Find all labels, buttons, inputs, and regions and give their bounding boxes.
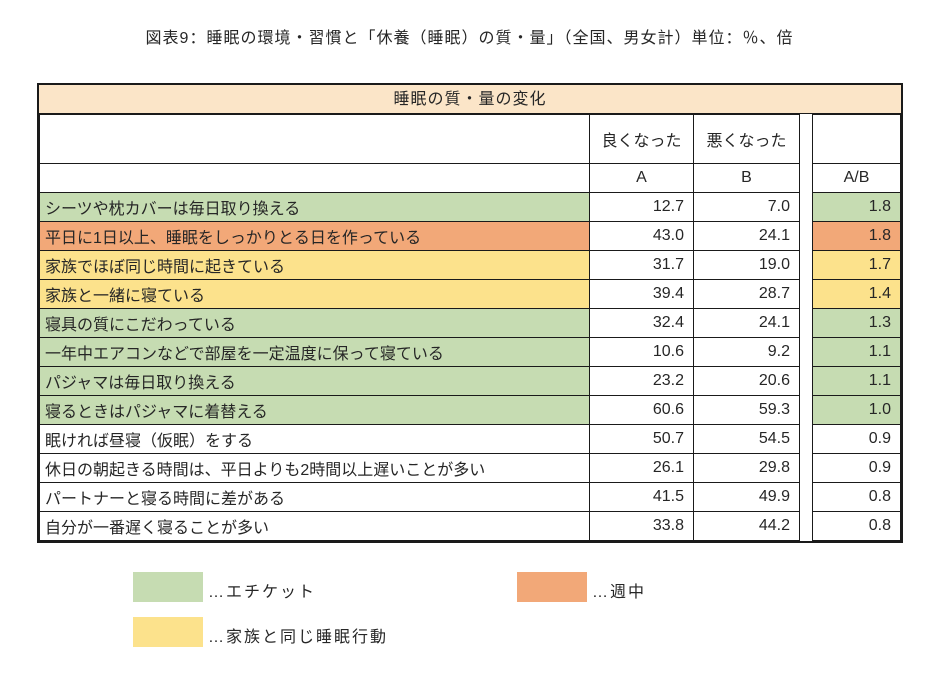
ratio-value-cell: 1.8 <box>812 192 901 222</box>
table-row: パートナーと寝る時間に差がある 41.5 49.9 <box>39 482 800 512</box>
table-row: 家族でほぼ同じ時間に起きている 31.7 19.0 <box>39 250 800 280</box>
value-a-cell: 33.8 <box>589 511 694 541</box>
main-table-body: シーツや枕カバーは毎日取り換える 12.7 7.0 平日に1日以上、睡眠をしっかりとる… <box>39 192 800 541</box>
row-label-cell: 家族と一緒に寝ている <box>39 279 590 309</box>
table-row: 寝具の質にこだわっている 32.4 24.1 <box>39 308 800 338</box>
value-a-cell: 32.4 <box>589 308 694 338</box>
value-b-cell: 24.1 <box>693 221 800 251</box>
value-a-cell: 60.6 <box>589 395 694 425</box>
legend-label-green: …エチケット <box>208 584 317 601</box>
row-label-cell: 家族でほぼ同じ時間に起きている <box>39 250 590 280</box>
header-row-names: 良くなった 悪くなった <box>39 114 800 164</box>
row-label-cell: 寝具の質にこだわっている <box>39 308 590 338</box>
blank-cell <box>39 163 590 193</box>
value-b-cell: 20.6 <box>693 366 800 396</box>
ratio-table-body: 1.8 1.8 1.7 1.4 1.3 1.1 1.1 1.0 0.9 0.9 0.8 0.8 <box>812 192 901 541</box>
row-label-cell: 寝るときはパジャマに着替える <box>39 395 590 425</box>
ratio-value-cell: 1.1 <box>812 366 901 396</box>
table-row: パジャマは毎日取り換える 23.2 20.6 <box>39 366 800 396</box>
row-label-cell: 休日の朝起きる時間は、平日よりも2時間以上遅いことが多い <box>39 453 590 483</box>
table-row: 一年中エアコンなどで部屋を一定温度に保って寝ている 10.6 9.2 <box>39 337 800 367</box>
value-a-cell: 12.7 <box>589 192 694 222</box>
ratio-row: 1.7 <box>812 250 901 280</box>
row-label-cell: 一年中エアコンなどで部屋を一定温度に保って寝ている <box>39 337 590 367</box>
ratio-row: 1.4 <box>812 279 901 309</box>
table-row: 平日に1日以上、睡眠をしっかりとる日を作っている 43.0 24.1 <box>39 221 800 251</box>
legend-swatch-green <box>133 572 203 602</box>
ratio-value-cell: 1.7 <box>812 250 901 280</box>
row-label-cell: 平日に1日以上、睡眠をしっかりとる日を作っている <box>39 221 590 251</box>
blank-cell <box>39 114 590 164</box>
value-a-cell: 41.5 <box>589 482 694 512</box>
value-b-cell: 28.7 <box>693 279 800 309</box>
main-table: 良くなった 悪くなった A B シーツや枕カバーは毎日取り換える 12.7 7.0 平… <box>39 114 800 541</box>
ratio-row: 1.8 <box>812 192 901 222</box>
ratio-value-cell: 1.8 <box>812 221 901 251</box>
value-a-cell: 43.0 <box>589 221 694 251</box>
ratio-row: 0.9 <box>812 424 901 454</box>
value-b-cell: 44.2 <box>693 511 800 541</box>
legend-swatch-orange <box>517 572 587 602</box>
ratio-value-cell: 0.9 <box>812 453 901 483</box>
ratio-table: A/B 1.8 1.8 1.7 1.4 1.3 1.1 1.1 1.0 0.9 0.9 0.8 0.8 <box>812 114 901 541</box>
value-b-cell: 24.1 <box>693 308 800 338</box>
value-a-cell: 31.7 <box>589 250 694 280</box>
ratio-row: 1.3 <box>812 308 901 338</box>
value-a-cell: 39.4 <box>589 279 694 309</box>
column-header-b: B <box>693 163 800 193</box>
ratio-row: 1.0 <box>812 395 901 425</box>
column-header-ab: A/B <box>812 163 901 193</box>
ratio-row: 0.9 <box>812 453 901 483</box>
row-label-cell: シーツや枕カバーは毎日取り換える <box>39 192 590 222</box>
row-label-cell: 眠ければ昼寝（仮眠）をする <box>39 424 590 454</box>
ratio-value-cell: 1.4 <box>812 279 901 309</box>
legend-swatch-yellow <box>133 617 203 647</box>
value-a-cell: 10.6 <box>589 337 694 367</box>
value-a-cell: 50.7 <box>589 424 694 454</box>
ratio-value-cell: 1.0 <box>812 395 901 425</box>
figure-title: 図表9：睡眠の環境・習慣と「休養（睡眠）の質・量」（全国、男女計）単位：％、倍 <box>145 30 794 47</box>
table-row: 休日の朝起きる時間は、平日よりも2時間以上遅いことが多い 26.1 29.8 <box>39 453 800 483</box>
value-b-cell: 29.8 <box>693 453 800 483</box>
value-a-cell: 23.2 <box>589 366 694 396</box>
table-row: 寝るときはパジャマに着替える 60.6 59.3 <box>39 395 800 425</box>
ratio-row: 1.1 <box>812 366 901 396</box>
header-row-letters: A B <box>39 163 800 193</box>
ratio-row: 0.8 <box>812 482 901 512</box>
ratio-value-cell: 1.1 <box>812 337 901 367</box>
table-group-header: 睡眠の質・量の変化 <box>39 85 901 114</box>
ratio-value-cell: 0.9 <box>812 424 901 454</box>
data-table: 睡眠の質・量の変化 良くなった 悪くなった A B シーツや枕カバーは毎日取り換… <box>37 83 903 543</box>
table-row: 家族と一緒に寝ている 39.4 28.7 <box>39 279 800 309</box>
row-label-cell: 自分が一番遅く寝ることが多い <box>39 511 590 541</box>
value-b-cell: 7.0 <box>693 192 800 222</box>
column-header-better: 良くなった <box>589 114 694 164</box>
legend-label-yellow: …家族と同じ睡眠行動 <box>208 629 389 646</box>
column-header-worse: 悪くなった <box>693 114 800 164</box>
table-body-area: 良くなった 悪くなった A B シーツや枕カバーは毎日取り換える 12.7 7.0 平… <box>39 114 901 541</box>
value-a-cell: 26.1 <box>589 453 694 483</box>
value-b-cell: 54.5 <box>693 424 800 454</box>
value-b-cell: 9.2 <box>693 337 800 367</box>
value-b-cell: 19.0 <box>693 250 800 280</box>
ratio-row: 0.8 <box>812 511 901 541</box>
blank-cell <box>812 114 901 164</box>
column-header-a: A <box>589 163 694 193</box>
ratio-value-cell: 0.8 <box>812 511 901 541</box>
table-row: シーツや枕カバーは毎日取り換える 12.7 7.0 <box>39 192 800 222</box>
value-b-cell: 59.3 <box>693 395 800 425</box>
ratio-header-blank-row <box>812 114 901 164</box>
table-row: 眠ければ昼寝（仮眠）をする 50.7 54.5 <box>39 424 800 454</box>
table-row: 自分が一番遅く寝ることが多い 33.8 44.2 <box>39 511 800 541</box>
value-b-cell: 49.9 <box>693 482 800 512</box>
legend-label-orange: …週中 <box>592 584 647 601</box>
ratio-value-cell: 0.8 <box>812 482 901 512</box>
ratio-row: 1.1 <box>812 337 901 367</box>
table-gap-spacer <box>800 114 812 541</box>
row-label-cell: パートナーと寝る時間に差がある <box>39 482 590 512</box>
ratio-value-cell: 1.3 <box>812 308 901 338</box>
row-label-cell: パジャマは毎日取り換える <box>39 366 590 396</box>
ratio-row: 1.8 <box>812 221 901 251</box>
ratio-header-row: A/B <box>812 163 901 193</box>
